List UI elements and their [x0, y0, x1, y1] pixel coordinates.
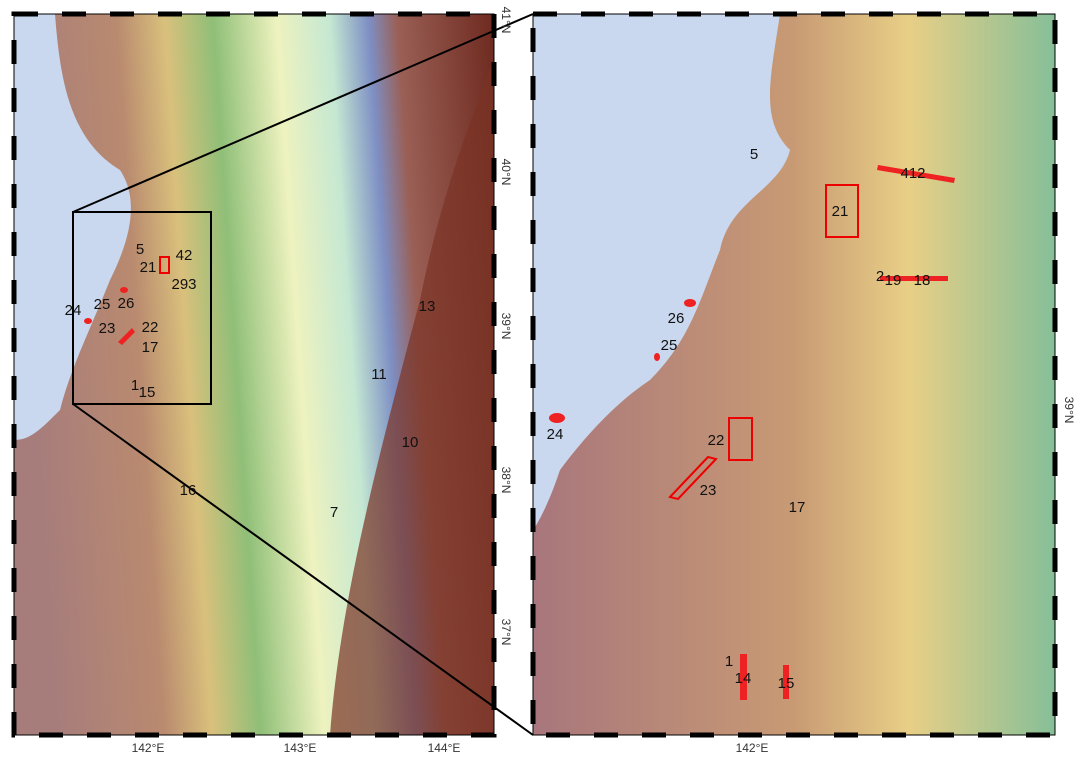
site-label: 2: [876, 268, 884, 285]
y-axis-label: 39°N: [499, 313, 513, 340]
site-label: 42: [176, 247, 193, 264]
site-label: 14: [735, 670, 752, 687]
y-axis-label: 39°N: [1062, 397, 1076, 424]
site-label: 26: [668, 310, 685, 327]
site-label: 23: [700, 482, 717, 499]
y-axis-label: 38°N: [499, 467, 513, 494]
site-label: 19: [885, 272, 902, 289]
y-axis-label: 37°N: [499, 619, 513, 646]
y-axis-label: 41°N: [499, 7, 513, 34]
site-label: 293: [171, 276, 196, 293]
site-marker: [684, 299, 696, 307]
site-label: 22: [708, 432, 725, 449]
x-axis-label: 143°E: [284, 741, 317, 755]
site-label: 412: [900, 165, 925, 182]
site-label: 18: [914, 272, 931, 289]
site-label: 15: [139, 384, 156, 401]
site-label: 24: [547, 426, 564, 443]
site-marker: [549, 413, 565, 423]
site-label: 22: [142, 319, 159, 336]
site-label: 21: [832, 203, 849, 220]
site-label: 25: [661, 337, 678, 354]
site-label: 23: [99, 320, 116, 337]
site-marker: [654, 353, 660, 361]
site-label: 11: [371, 366, 387, 383]
site-label: 17: [142, 339, 159, 356]
site-label: 26: [118, 295, 135, 312]
site-label: 15: [778, 675, 795, 692]
site-label: 16: [180, 482, 197, 499]
site-label: 24: [65, 302, 82, 319]
site-label: 5: [136, 241, 144, 258]
site-label: 17: [789, 499, 806, 516]
site-marker: [84, 318, 92, 324]
x-axis-label: 142°E: [132, 741, 165, 755]
y-axis-label: 40°N: [499, 159, 513, 186]
site-label: 21: [140, 259, 157, 276]
site-marker: [120, 287, 128, 293]
site-label: 13: [419, 298, 436, 315]
site-label: 7: [330, 504, 338, 521]
x-axis-label: 142°E: [736, 741, 769, 755]
site-label: 1: [725, 653, 733, 670]
site-label: 5: [750, 146, 758, 163]
site-label: 10: [402, 434, 419, 451]
x-axis-label: 144°E: [428, 741, 461, 755]
figure: 142°E143°E144°E41°N40°N39°N38°N37°N54221…: [0, 0, 1079, 760]
site-label: 25: [94, 296, 111, 313]
